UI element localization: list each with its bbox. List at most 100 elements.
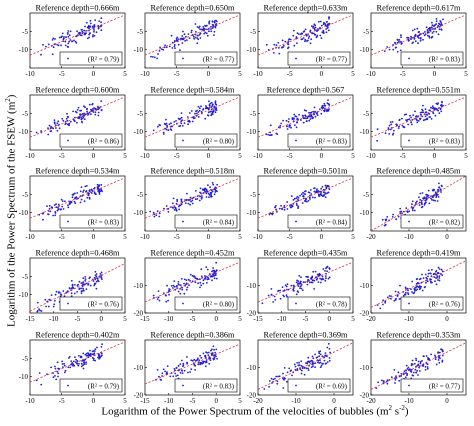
data-point	[434, 114, 437, 117]
data-point	[388, 133, 391, 135]
data-point	[209, 186, 212, 189]
data-point	[327, 277, 330, 280]
legend-box	[59, 214, 123, 229]
data-point	[67, 42, 70, 45]
data-point	[52, 46, 55, 49]
subplot-title: Reference depth=0.353m	[377, 331, 461, 340]
data-point	[213, 106, 216, 109]
data-point	[175, 367, 178, 369]
data-point	[394, 378, 397, 381]
x-tick-label: -10	[25, 70, 35, 78]
data-point	[208, 30, 210, 33]
data-point	[428, 109, 431, 112]
data-point	[91, 102, 94, 105]
data-point	[215, 348, 218, 351]
x-tick-label: -15	[140, 397, 150, 405]
x-tick-label: -10	[140, 233, 150, 241]
fit-line	[145, 343, 240, 385]
data-point	[274, 377, 276, 380]
fit-line	[258, 261, 353, 303]
data-point	[53, 303, 56, 306]
data-point	[327, 102, 330, 105]
data-point	[398, 375, 401, 378]
legend-box	[400, 378, 464, 393]
data-point	[305, 33, 307, 36]
data-point	[50, 294, 53, 296]
data-point	[74, 284, 76, 286]
data-point	[94, 359, 96, 362]
data-point	[313, 32, 315, 35]
data-point	[179, 49, 181, 51]
x-tick-label: 5	[238, 70, 242, 78]
data-point	[386, 296, 389, 299]
data-point	[381, 218, 384, 221]
data-point	[190, 200, 192, 203]
data-point	[304, 117, 307, 120]
data-point	[294, 124, 296, 126]
data-point	[73, 39, 75, 42]
x-tick-label: -5	[59, 152, 65, 160]
data-point	[309, 29, 312, 32]
data-point	[95, 280, 98, 283]
data-point	[86, 37, 89, 40]
data-point	[432, 195, 435, 197]
data-point	[326, 361, 329, 363]
data-point	[63, 295, 66, 298]
data-point	[89, 22, 92, 25]
data-point	[289, 124, 291, 127]
data-point	[194, 36, 197, 39]
legend-r2-label: (R² = 0.76)	[88, 301, 120, 309]
data-point	[186, 361, 188, 364]
data-point	[308, 115, 310, 118]
data-point	[182, 365, 184, 368]
legend-box	[59, 378, 123, 393]
data-point	[175, 120, 177, 122]
data-point	[414, 110, 416, 113]
data-point	[407, 366, 410, 369]
data-point	[182, 30, 184, 33]
data-point	[97, 356, 99, 359]
data-point	[165, 118, 167, 121]
subplot-title: Reference depth=0.452m	[151, 249, 235, 258]
data-point	[285, 119, 288, 122]
data-point	[181, 288, 184, 291]
data-point	[74, 202, 77, 205]
x-tick-label: 5	[123, 70, 127, 78]
data-point	[213, 30, 216, 33]
data-point	[51, 53, 54, 56]
data-point	[417, 31, 420, 33]
data-point	[319, 273, 322, 276]
data-point	[290, 284, 293, 287]
data-point	[265, 43, 268, 46]
fit-line	[145, 261, 240, 303]
data-point	[323, 104, 326, 107]
data-point	[440, 184, 443, 187]
data-point	[79, 201, 82, 204]
data-point	[198, 199, 201, 202]
x-tick-label: -5	[287, 70, 293, 78]
legend-box	[400, 133, 464, 148]
data-point	[93, 34, 96, 37]
data-point	[316, 273, 319, 276]
data-point	[192, 116, 195, 118]
data-point	[397, 39, 399, 41]
data-point	[187, 202, 190, 205]
data-point	[411, 42, 414, 44]
data-point	[180, 122, 183, 125]
data-point	[206, 34, 209, 37]
data-point	[305, 120, 308, 123]
data-point	[48, 298, 51, 301]
data-point	[83, 105, 85, 108]
data-point	[194, 281, 197, 284]
data-point	[297, 285, 300, 287]
data-point	[61, 32, 64, 35]
data-point	[163, 207, 165, 210]
data-point	[91, 26, 94, 28]
data-point	[98, 188, 101, 191]
data-point	[58, 36, 61, 39]
data-point	[80, 118, 83, 121]
data-point	[186, 286, 189, 289]
data-point	[318, 20, 320, 23]
data-point	[94, 111, 97, 114]
data-point	[319, 353, 322, 356]
